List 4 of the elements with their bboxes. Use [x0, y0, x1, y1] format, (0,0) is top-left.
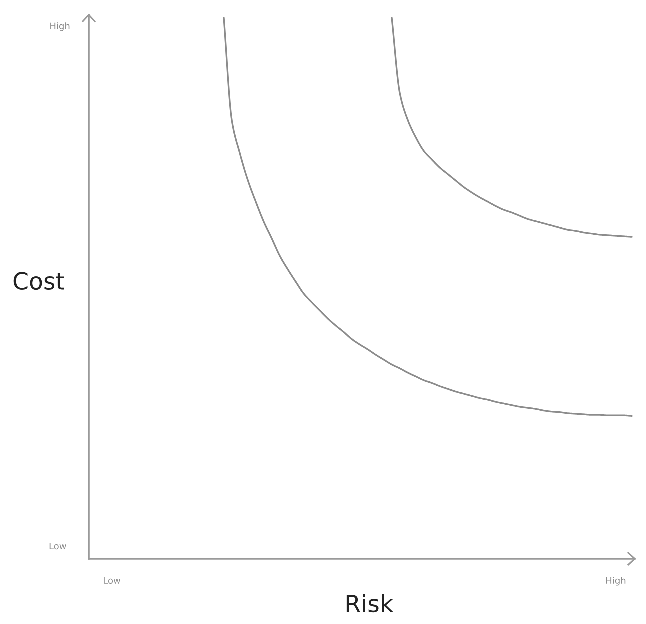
text: High [50, 22, 70, 32]
text: Low [50, 542, 66, 550]
x-axis-title: Risk [346, 594, 394, 613]
y-axis-title: Cost [14, 272, 64, 290]
